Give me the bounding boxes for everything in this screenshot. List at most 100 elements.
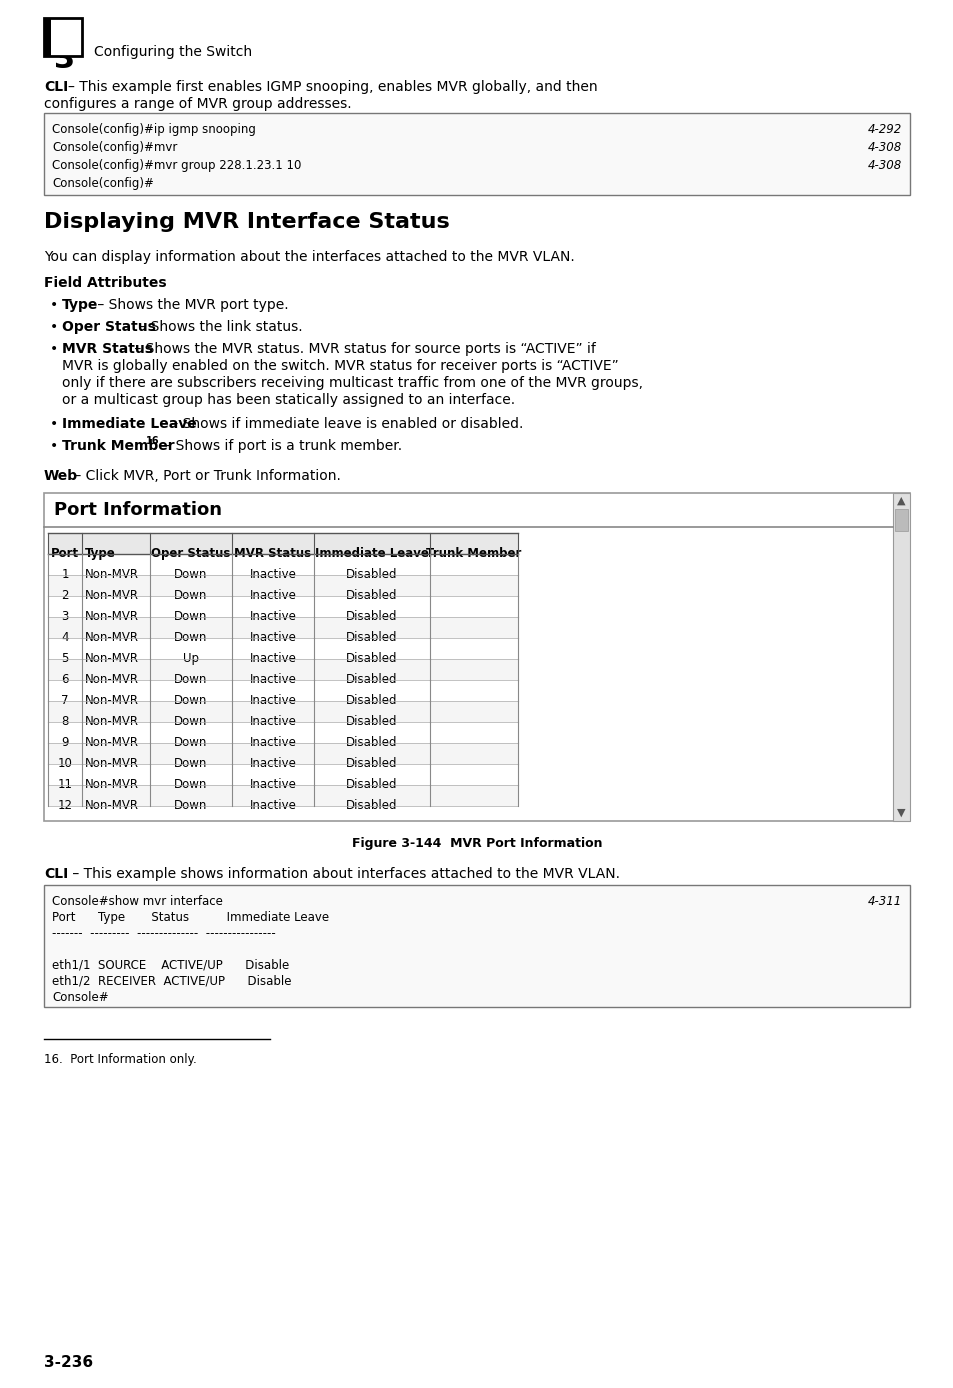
Text: Inactive: Inactive	[250, 779, 296, 791]
Text: Displaying MVR Interface Status: Displaying MVR Interface Status	[44, 212, 449, 232]
Text: 16.  Port Information only.: 16. Port Information only.	[44, 1053, 196, 1066]
Text: Port Information: Port Information	[54, 501, 222, 519]
Text: Disabled: Disabled	[346, 715, 397, 727]
Bar	[44, 18, 82, 56]
Text: 4-308: 4-308	[867, 160, 901, 172]
Text: 3-236: 3-236	[44, 1355, 93, 1370]
Text: Disabled: Disabled	[346, 694, 397, 706]
Text: Down: Down	[174, 715, 208, 727]
Text: – This example first enables IGMP snooping, enables MVR globally, and then: – This example first enables IGMP snoopi…	[68, 81, 597, 94]
Text: Port: Port	[51, 547, 79, 559]
Text: Non-MVR: Non-MVR	[85, 589, 139, 602]
Text: 6: 6	[61, 673, 69, 686]
Text: Trunk Member: Trunk Member	[62, 439, 174, 452]
Text: Non-MVR: Non-MVR	[85, 799, 139, 812]
Text: Non-MVR: Non-MVR	[85, 609, 139, 623]
Bar	[48, 575, 517, 595]
Bar	[44, 493, 909, 820]
Text: Console(config)#ip igmp snooping: Console(config)#ip igmp snooping	[52, 124, 255, 136]
Text: Inactive: Inactive	[250, 609, 296, 623]
Text: •: •	[50, 321, 58, 335]
Bar	[48, 763, 517, 786]
Bar	[894, 509, 907, 532]
Text: Down: Down	[174, 568, 208, 582]
Text: 12: 12	[57, 799, 72, 812]
Text: •: •	[50, 298, 58, 312]
Text: •: •	[50, 341, 58, 355]
Text: Console(config)#mvr group 228.1.23.1 10: Console(config)#mvr group 228.1.23.1 10	[52, 160, 301, 172]
Text: Inactive: Inactive	[250, 568, 296, 582]
Text: •: •	[50, 416, 58, 432]
Text: Oper Status: Oper Status	[62, 321, 155, 335]
Text: Non-MVR: Non-MVR	[85, 756, 139, 770]
Text: – Shows if immediate leave is enabled or disabled.: – Shows if immediate leave is enabled or…	[167, 416, 523, 432]
Text: – Shows the link status.: – Shows the link status.	[135, 321, 302, 335]
Text: Down: Down	[174, 632, 208, 644]
Text: Disabled: Disabled	[346, 736, 397, 750]
Text: Immediate Leave: Immediate Leave	[314, 547, 429, 559]
Text: Down: Down	[174, 779, 208, 791]
Bar	[48, 743, 517, 763]
Text: Inactive: Inactive	[250, 694, 296, 706]
Text: Non-MVR: Non-MVR	[85, 652, 139, 665]
Text: Console#: Console#	[52, 991, 109, 1004]
Bar	[48, 618, 517, 638]
Text: 1: 1	[61, 568, 69, 582]
Text: Inactive: Inactive	[250, 736, 296, 750]
Text: Disabled: Disabled	[346, 756, 397, 770]
Text: Type: Type	[85, 547, 115, 559]
Text: Port      Type       Status          Immediate Leave: Port Type Status Immediate Leave	[52, 911, 329, 924]
Text: MVR is globally enabled on the switch. MVR status for receiver ports is “ACTIVE”: MVR is globally enabled on the switch. M…	[62, 359, 618, 373]
Text: Disabled: Disabled	[346, 632, 397, 644]
Text: 5: 5	[61, 652, 69, 665]
Text: 3: 3	[54, 44, 75, 74]
Bar	[44, 112, 909, 194]
Text: 7: 7	[61, 694, 69, 706]
Bar	[48, 680, 517, 701]
Text: 16: 16	[146, 436, 159, 446]
Text: Inactive: Inactive	[250, 756, 296, 770]
Text: Down: Down	[174, 756, 208, 770]
Text: Console(config)#mvr: Console(config)#mvr	[52, 142, 177, 154]
Text: Configuring the Switch: Configuring the Switch	[94, 44, 252, 60]
Text: only if there are subscribers receiving multicast traffic from one of the MVR gr: only if there are subscribers receiving …	[62, 376, 642, 390]
Text: Non-MVR: Non-MVR	[85, 568, 139, 582]
Text: MVR Status: MVR Status	[234, 547, 312, 559]
Bar	[48, 722, 517, 743]
Text: Oper Status: Oper Status	[152, 547, 231, 559]
Bar	[48, 533, 517, 554]
Text: Down: Down	[174, 694, 208, 706]
Text: Non-MVR: Non-MVR	[85, 632, 139, 644]
Text: – This example shows information about interfaces attached to the MVR VLAN.: – This example shows information about i…	[68, 868, 619, 881]
Text: 4-308: 4-308	[867, 142, 901, 154]
Text: Non-MVR: Non-MVR	[85, 779, 139, 791]
Text: or a multicast group has been statically assigned to an interface.: or a multicast group has been statically…	[62, 393, 515, 407]
Text: Inactive: Inactive	[250, 673, 296, 686]
Text: Disabled: Disabled	[346, 799, 397, 812]
Text: Non-MVR: Non-MVR	[85, 673, 139, 686]
Text: -------  ---------  --------------  ----------------: ------- --------- -------------- -------…	[52, 927, 275, 940]
Text: – Shows the MVR status. MVR status for source ports is “ACTIVE” if: – Shows the MVR status. MVR status for s…	[130, 341, 596, 355]
Text: – Click MVR, Port or Trunk Information.: – Click MVR, Port or Trunk Information.	[70, 469, 340, 483]
Bar	[44, 886, 909, 1008]
Text: Down: Down	[174, 609, 208, 623]
Text: Inactive: Inactive	[250, 632, 296, 644]
Bar	[44, 18, 51, 56]
Text: Web: Web	[44, 469, 78, 483]
Text: 4: 4	[61, 632, 69, 644]
Text: Disabled: Disabled	[346, 673, 397, 686]
Text: Inactive: Inactive	[250, 589, 296, 602]
Text: Type: Type	[62, 298, 98, 312]
Text: ▼: ▼	[897, 808, 904, 818]
Text: Field Attributes: Field Attributes	[44, 276, 167, 290]
Text: eth1/1  SOURCE    ACTIVE/UP      Disable: eth1/1 SOURCE ACTIVE/UP Disable	[52, 959, 289, 972]
Text: 11: 11	[57, 779, 72, 791]
Text: Disabled: Disabled	[346, 568, 397, 582]
Bar	[48, 595, 517, 618]
Bar	[892, 493, 909, 820]
Text: Inactive: Inactive	[250, 799, 296, 812]
Bar	[48, 786, 517, 806]
Text: – Shows if port is a trunk member.: – Shows if port is a trunk member.	[160, 439, 402, 452]
Text: Console(config)#: Console(config)#	[52, 178, 153, 190]
Bar	[48, 701, 517, 722]
